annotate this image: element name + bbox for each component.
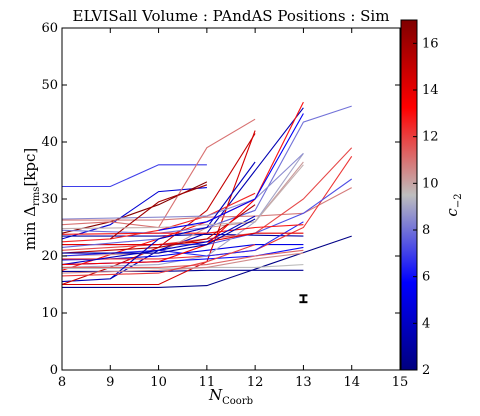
colorbar-tick-label: 16 xyxy=(422,36,439,51)
series-line-38 xyxy=(158,113,304,231)
chart-title: ELVISall Volume : PAndAS Positions : Sim xyxy=(73,7,390,25)
series-line-13 xyxy=(62,118,256,229)
x-axis: 8 9 10 11 12 13 14 15 xyxy=(58,28,408,390)
series-line-35 xyxy=(62,244,256,277)
x-tick-label: 11 xyxy=(199,375,216,390)
x-tick-label: 13 xyxy=(295,375,312,390)
series-line-29 xyxy=(62,215,256,266)
colorbar-ticks: 2 4 6 8 10 12 14 16 xyxy=(413,36,439,378)
x-axis-title: NCoorb xyxy=(208,386,253,407)
series-line-20 xyxy=(62,153,304,268)
series-line-31 xyxy=(109,161,256,280)
colorbar-tick-label: 14 xyxy=(422,83,439,98)
y-tick-label: 50 xyxy=(41,78,58,93)
colorbar-gradient xyxy=(400,19,418,371)
y-tick-label: 10 xyxy=(41,306,58,321)
series-line-32 xyxy=(109,184,208,240)
x-tick-label: 10 xyxy=(150,375,167,390)
series-line-30 xyxy=(62,204,256,254)
series-line-33 xyxy=(62,198,256,266)
series-line-7 xyxy=(62,233,304,237)
y-tick-label: 20 xyxy=(41,249,58,264)
series-line-23 xyxy=(62,246,304,266)
series-line-14 xyxy=(62,187,352,221)
series-line-4 xyxy=(62,235,352,288)
series-line-15 xyxy=(62,147,353,251)
y-axis: 0 10 20 30 40 50 60 xyxy=(41,21,400,378)
series-line-11 xyxy=(62,130,256,286)
x-tick-label: 12 xyxy=(247,375,264,390)
plot-frame xyxy=(61,27,401,371)
errorbar-layer xyxy=(299,294,308,304)
y-axis-title: min Δrms[kpc] xyxy=(21,148,42,251)
x-tick-label: 14 xyxy=(343,375,360,390)
series-line-1 xyxy=(62,164,207,188)
series-line-36 xyxy=(62,164,304,230)
colorbar-tick-label: 4 xyxy=(422,316,430,331)
colorbar-tick-label: 8 xyxy=(422,223,430,238)
series-line-22 xyxy=(62,224,304,235)
series-line-24 xyxy=(62,249,304,268)
x-tick-label: 15 xyxy=(392,375,409,390)
series-line-37 xyxy=(62,218,256,254)
colorbar-tick-label: 2 xyxy=(422,363,430,378)
colorbar-title: c−2 xyxy=(443,193,464,216)
x-tick-label: 9 xyxy=(106,375,114,390)
colorbar-tick-label: 12 xyxy=(422,130,439,145)
colorbar-tick-label: 6 xyxy=(422,270,430,285)
series-line-21 xyxy=(62,221,304,257)
y-tick-label: 0 xyxy=(50,363,58,378)
series-layer xyxy=(62,101,353,288)
y-tick-label: 40 xyxy=(41,135,58,150)
series-line-34 xyxy=(62,252,304,274)
x-tick-label: 8 xyxy=(58,375,66,390)
series-line-17 xyxy=(62,105,352,234)
colorbar-tick-label: 10 xyxy=(422,176,439,191)
y-tick-label: 30 xyxy=(41,192,58,207)
series-line-5 xyxy=(62,107,304,283)
y-tick-label: 60 xyxy=(41,21,58,36)
series-line-2 xyxy=(62,187,207,240)
series-line-28 xyxy=(62,153,304,220)
colorbar: 2 4 6 8 10 12 14 16 c−2 xyxy=(400,19,464,378)
